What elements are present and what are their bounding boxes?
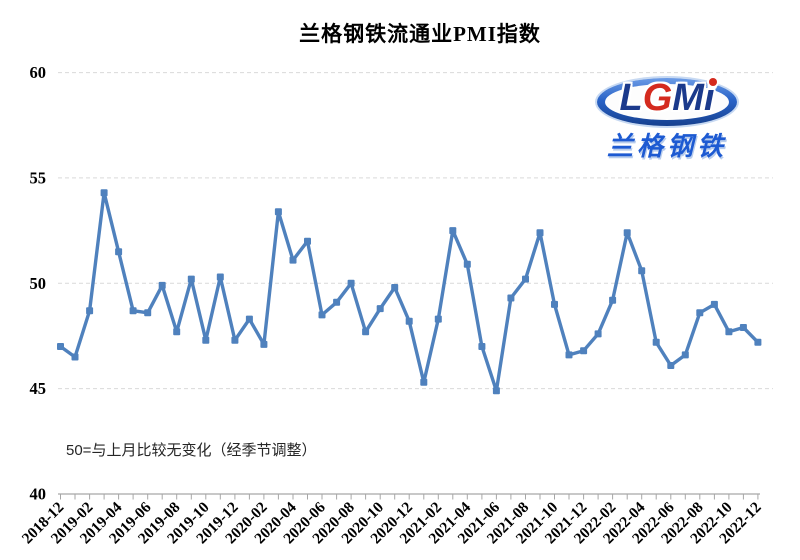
chart-annotation: 50=与上月比较无变化（经季节调整）: [66, 442, 317, 459]
svg-text:45: 45: [30, 379, 47, 398]
lgmi-logo: LGMi 兰格钢铁: [592, 77, 742, 161]
svg-text:55: 55: [30, 168, 47, 187]
pmi-series-markers: [57, 189, 762, 395]
logo-abbr: LGMi: [597, 72, 737, 124]
logo-company-name: 兰格钢铁: [606, 131, 727, 161]
svg-text:40: 40: [30, 485, 47, 504]
pmi-series-line: [58, 190, 760, 393]
svg-text:50: 50: [30, 274, 47, 293]
logo-letter-l: L: [619, 77, 643, 119]
logo-letter-g: G: [642, 77, 673, 119]
x-axis: [58, 493, 760, 500]
svg-text:60: 60: [30, 63, 47, 82]
y-axis-labels: 40 45 50 55 60: [30, 63, 47, 503]
x-axis-labels: 2018-122019-022019-042019-062019-082019-…: [19, 499, 765, 548]
page-title: 兰格钢铁流通业PMI指数: [299, 22, 541, 46]
gridlines: [58, 72, 773, 390]
logo-letter-i: i: [703, 77, 715, 119]
logo-letter-m: M: [672, 77, 704, 119]
logo-ellipse: LGMi: [597, 77, 737, 126]
